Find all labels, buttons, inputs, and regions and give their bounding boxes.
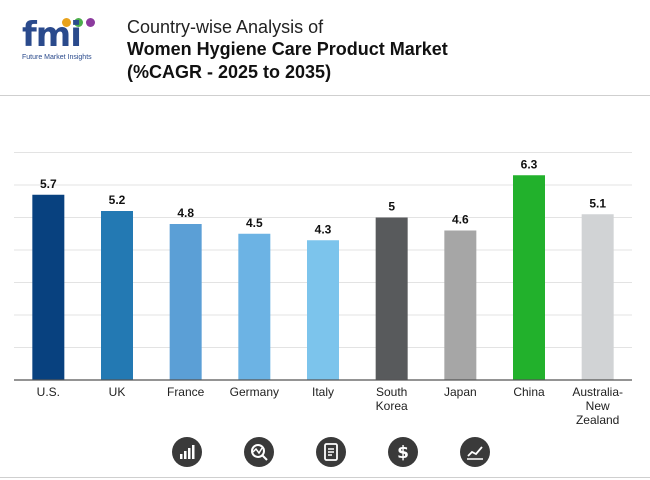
x-tick-label: UK <box>109 385 126 399</box>
data-label: 5.2 <box>109 193 126 207</box>
footer-icons: $ <box>0 437 650 469</box>
bar-japan[interactable] <box>444 230 477 381</box>
title-line-3: (%CAGR - 2025 to 2035) <box>127 62 332 82</box>
bar-italy[interactable] <box>307 240 339 380</box>
bar-germany[interactable] <box>238 233 271 380</box>
bar-chart-icon[interactable] <box>172 437 202 467</box>
logo-tagline: Future Market Insights <box>22 54 92 61</box>
trend-chart-icon[interactable] <box>460 437 490 467</box>
data-label: 4.8 <box>177 206 194 220</box>
logo-dots <box>62 14 98 32</box>
x-tick-label: Korea <box>376 399 408 413</box>
bar-france[interactable] <box>169 224 202 380</box>
x-tick-label: U.S. <box>37 385 60 399</box>
title-line-1: Country-wise Analysis of <box>127 17 324 37</box>
document-icon[interactable] <box>316 437 346 467</box>
x-tick-label: France <box>167 385 205 399</box>
bar-china[interactable] <box>513 175 545 380</box>
bar-south-korea[interactable] <box>375 217 408 381</box>
data-label: 6.3 <box>521 157 538 171</box>
data-label: 5 <box>388 200 395 214</box>
x-tick-label: Australia- <box>572 385 623 399</box>
bar-u-s-[interactable] <box>32 194 65 380</box>
x-tick-label: South <box>376 385 407 399</box>
x-tick-label: Zealand <box>576 413 619 427</box>
chart-title: Country-wise Analysis of Women Hygiene C… <box>127 16 448 84</box>
data-label: 4.6 <box>452 213 469 227</box>
analytics-icon[interactable] <box>244 437 274 467</box>
data-label: 4.5 <box>246 216 263 230</box>
fmi-logo: fmi Future Market Insights <box>22 14 108 70</box>
x-tick-label: Italy <box>312 385 334 399</box>
svg-text:$: $ <box>397 443 409 462</box>
footer-divider <box>0 477 650 478</box>
bar-uk[interactable] <box>101 211 133 380</box>
header: fmi Future Market Insights Country-wise … <box>0 0 650 95</box>
x-tick-label: New <box>586 399 610 413</box>
data-label: 5.7 <box>40 177 57 191</box>
x-tick-label: China <box>513 385 545 399</box>
bar-chart: 5.7 U.S. 5.2 UK 4.8 France 4.5 Germany 4.3 Italy 5… <box>14 152 632 427</box>
title-line-2: Women Hygiene Care Product Market <box>127 39 448 59</box>
data-label: 5.1 <box>589 196 606 210</box>
bar-australia-new-zealand[interactable] <box>581 214 614 380</box>
x-tick-label: Germany <box>230 385 279 399</box>
x-tick-label: Japan <box>444 385 477 399</box>
dollar-icon[interactable]: $ <box>388 437 418 467</box>
data-label: 4.3 <box>315 222 332 236</box>
logo-text: fmi <box>22 15 82 55</box>
header-divider <box>0 95 650 96</box>
